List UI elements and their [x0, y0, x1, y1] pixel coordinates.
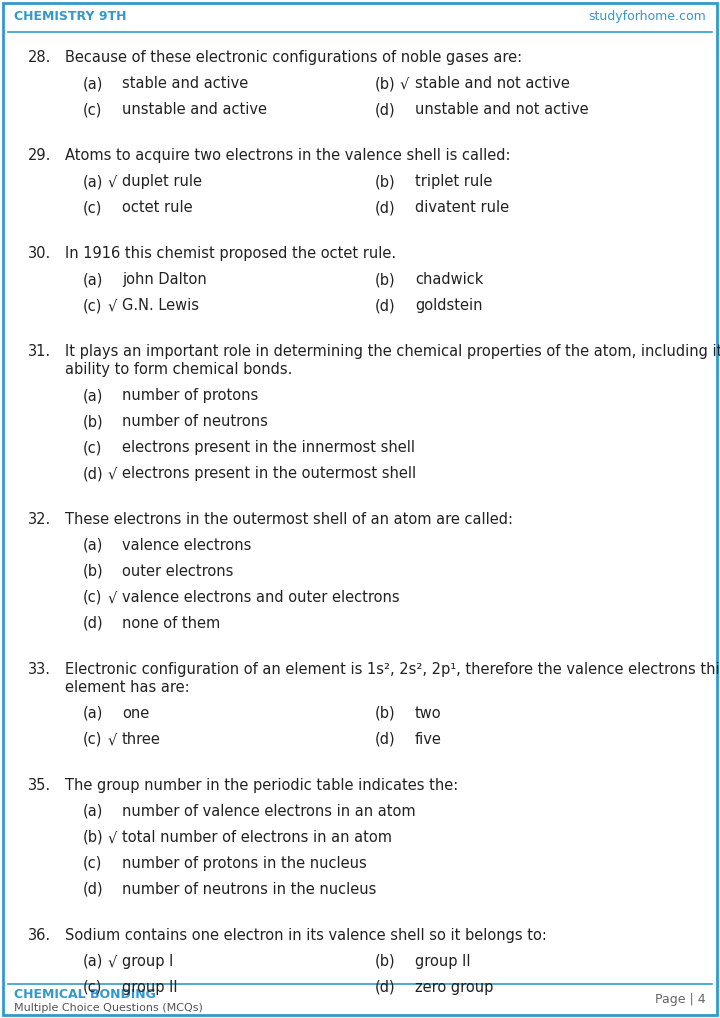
Text: (c): (c) [83, 980, 102, 995]
Text: 28.: 28. [28, 50, 51, 65]
Text: (b): (b) [83, 564, 104, 579]
Text: (b): (b) [83, 414, 104, 429]
Text: (d): (d) [83, 882, 104, 897]
Text: √: √ [108, 954, 117, 969]
Text: √: √ [108, 590, 117, 605]
Text: 29.: 29. [28, 148, 51, 163]
Text: (b): (b) [83, 830, 104, 845]
Text: Because of these electronic configurations of noble gases are:: Because of these electronic configuratio… [65, 50, 522, 65]
Text: The group number in the periodic table indicates the:: The group number in the periodic table i… [65, 778, 458, 793]
Text: (d): (d) [83, 466, 104, 480]
FancyBboxPatch shape [3, 3, 717, 1015]
Text: octet rule: octet rule [122, 200, 193, 215]
Text: 33.: 33. [28, 662, 51, 677]
Text: one: one [122, 706, 149, 721]
Text: (b): (b) [375, 174, 395, 189]
Text: (d): (d) [375, 102, 395, 117]
Text: It plays an important role in determining the chemical properties of the atom, i: It plays an important role in determinin… [65, 344, 720, 359]
Text: CHEMISTRY 9TH: CHEMISTRY 9TH [14, 9, 127, 22]
Text: valence electrons and outer electrons: valence electrons and outer electrons [122, 590, 400, 605]
Text: three: three [122, 732, 161, 747]
Text: john Dalton: john Dalton [122, 272, 207, 287]
Text: (b): (b) [375, 706, 395, 721]
Text: (b): (b) [375, 272, 395, 287]
Text: (a): (a) [83, 388, 104, 403]
Text: 35.: 35. [28, 778, 51, 793]
Text: (c): (c) [83, 590, 102, 605]
Text: number of valence electrons in an atom: number of valence electrons in an atom [122, 804, 415, 819]
Text: group II: group II [415, 954, 471, 969]
Text: (c): (c) [83, 732, 102, 747]
Text: √: √ [108, 298, 117, 313]
Text: none of them: none of them [122, 616, 220, 631]
Text: (d): (d) [375, 732, 395, 747]
Text: divatent rule: divatent rule [415, 200, 509, 215]
Text: electrons present in the outermost shell: electrons present in the outermost shell [122, 466, 416, 480]
Text: stable and not active: stable and not active [415, 76, 570, 91]
Text: studyforhome.com: studyforhome.com [588, 9, 706, 22]
Text: G.N. Lewis: G.N. Lewis [122, 298, 199, 313]
Text: 36.: 36. [28, 928, 51, 943]
Text: goldstein: goldstein [415, 298, 482, 313]
Text: 32.: 32. [28, 512, 51, 527]
Text: (a): (a) [83, 706, 104, 721]
Text: Sodium contains one electron in its valence shell so it belongs to:: Sodium contains one electron in its vale… [65, 928, 547, 943]
Text: √: √ [400, 76, 410, 91]
Text: (d): (d) [83, 616, 104, 631]
Text: group I: group I [122, 954, 174, 969]
Text: (d): (d) [375, 980, 395, 995]
Text: Page | 4: Page | 4 [655, 994, 706, 1007]
Text: number of neutrons in the nucleus: number of neutrons in the nucleus [122, 882, 377, 897]
Text: (c): (c) [83, 298, 102, 313]
Text: number of protons: number of protons [122, 388, 258, 403]
Text: (c): (c) [83, 200, 102, 215]
Text: number of protons in the nucleus: number of protons in the nucleus [122, 856, 366, 871]
Text: (b): (b) [375, 76, 395, 91]
Text: (d): (d) [375, 298, 395, 313]
Text: group II: group II [122, 980, 178, 995]
Text: These electrons in the outermost shell of an atom are called:: These electrons in the outermost shell o… [65, 512, 513, 527]
Text: duplet rule: duplet rule [122, 174, 202, 189]
Text: √: √ [108, 830, 117, 845]
Text: Multiple Choice Questions (MCQs): Multiple Choice Questions (MCQs) [14, 1003, 203, 1013]
Text: Electronic configuration of an element is 1s², 2s², 2p¹, therefore the valence e: Electronic configuration of an element i… [65, 662, 720, 677]
Text: chadwick: chadwick [415, 272, 483, 287]
Text: outer electrons: outer electrons [122, 564, 233, 579]
Text: zero group: zero group [415, 980, 493, 995]
Text: five: five [415, 732, 442, 747]
Text: 31.: 31. [28, 344, 51, 359]
Text: (a): (a) [83, 76, 104, 91]
Text: √: √ [108, 174, 117, 189]
Text: (a): (a) [83, 272, 104, 287]
Text: two: two [415, 706, 441, 721]
Text: (b): (b) [375, 954, 395, 969]
Text: 30.: 30. [28, 246, 51, 261]
Text: unstable and not active: unstable and not active [415, 102, 589, 117]
Text: √: √ [108, 732, 117, 747]
Text: Atoms to acquire two electrons in the valence shell is called:: Atoms to acquire two electrons in the va… [65, 148, 510, 163]
Text: unstable and active: unstable and active [122, 102, 267, 117]
Text: (d): (d) [375, 200, 395, 215]
Text: (a): (a) [83, 538, 104, 553]
Text: element has are:: element has are: [65, 680, 189, 695]
Text: valence electrons: valence electrons [122, 538, 251, 553]
Text: total number of electrons in an atom: total number of electrons in an atom [122, 830, 392, 845]
Text: (c): (c) [83, 856, 102, 871]
Text: ability to form chemical bonds.: ability to form chemical bonds. [65, 362, 292, 377]
Text: (a): (a) [83, 174, 104, 189]
Text: (a): (a) [83, 954, 104, 969]
Text: number of neutrons: number of neutrons [122, 414, 268, 429]
Text: stable and active: stable and active [122, 76, 248, 91]
Text: CHEMICAL BONDING: CHEMICAL BONDING [14, 988, 156, 1002]
Text: √: √ [108, 466, 117, 480]
Text: (c): (c) [83, 102, 102, 117]
Text: electrons present in the innermost shell: electrons present in the innermost shell [122, 440, 415, 455]
Text: (c): (c) [83, 440, 102, 455]
Text: triplet rule: triplet rule [415, 174, 492, 189]
Text: In 1916 this chemist proposed the octet rule.: In 1916 this chemist proposed the octet … [65, 246, 396, 261]
Text: (a): (a) [83, 804, 104, 819]
